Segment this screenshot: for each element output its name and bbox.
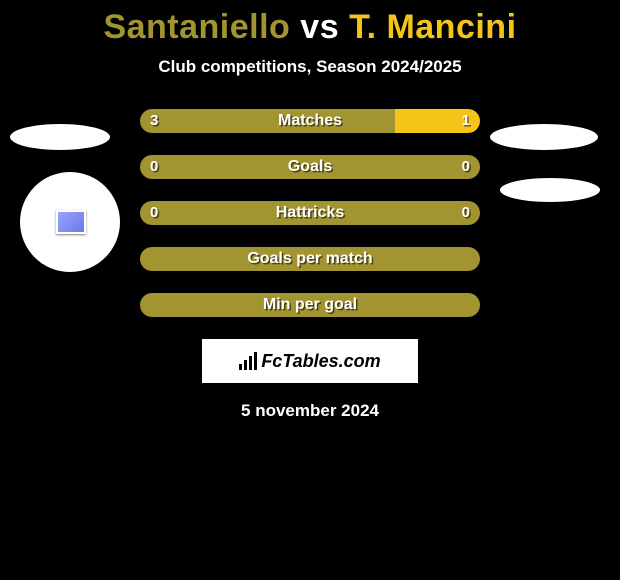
stat-bar-left — [140, 201, 480, 225]
stat-value-right: 1 — [462, 109, 470, 133]
stat-bar-left — [140, 247, 480, 271]
subtitle: Club competitions, Season 2024/2025 — [0, 57, 620, 77]
stat-value-right: 0 — [462, 155, 470, 179]
stat-row: Goals00 — [0, 155, 620, 179]
stat-bar — [140, 293, 480, 317]
stat-bar-left — [140, 109, 395, 133]
stat-bar-left — [140, 293, 480, 317]
logo-bars-icon — [239, 352, 257, 370]
stat-value-right: 0 — [462, 201, 470, 225]
fctables-logo: FcTables.com — [202, 339, 418, 383]
avatar-chip-icon — [56, 210, 86, 234]
stat-value-left: 3 — [150, 109, 158, 133]
stat-bar-left — [140, 155, 480, 179]
stat-bar — [140, 155, 480, 179]
stat-bar — [140, 201, 480, 225]
decor-ellipse — [490, 124, 598, 150]
stat-bar — [140, 247, 480, 271]
vs-separator: vs — [300, 8, 339, 46]
decor-ellipse — [500, 178, 600, 202]
decor-ellipse — [10, 124, 110, 150]
stat-row: Min per goal — [0, 293, 620, 317]
footer-date: 5 november 2024 — [0, 401, 620, 421]
player2-name: T. Mancini — [349, 8, 516, 46]
player1-name: Santaniello — [103, 8, 290, 46]
comparison-title: Santaniello vs T. Mancini — [0, 0, 620, 47]
stat-value-left: 0 — [150, 155, 158, 179]
stat-bar — [140, 109, 480, 133]
stat-value-left: 0 — [150, 201, 158, 225]
logo-text: FcTables.com — [261, 351, 380, 372]
